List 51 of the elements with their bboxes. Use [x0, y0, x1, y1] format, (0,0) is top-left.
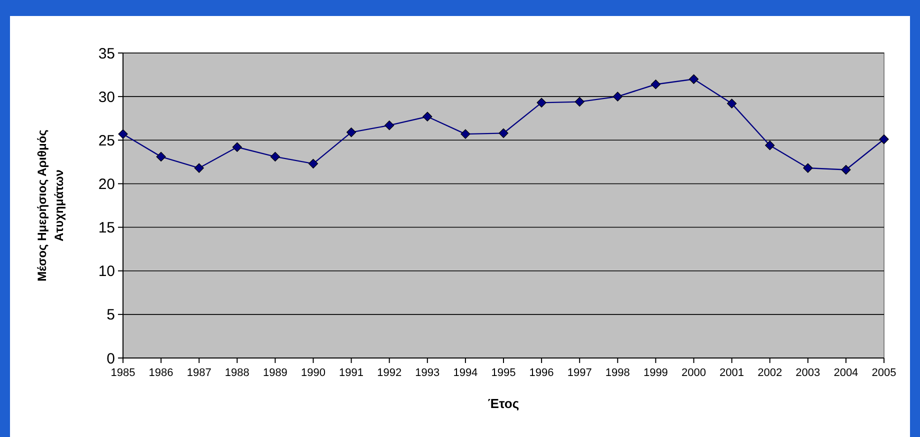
point — [460, 129, 470, 139]
point — [727, 98, 737, 108]
point — [308, 158, 318, 168]
x-tick-label: 1991 — [339, 367, 364, 379]
x-axis-title: Έτος — [488, 396, 520, 411]
x-tick-label: 1987 — [186, 367, 212, 379]
x-tick-label: 1985 — [110, 367, 136, 379]
x-tick-label: 1986 — [148, 367, 174, 379]
x-tick-label: 1988 — [224, 367, 250, 379]
point — [612, 92, 622, 102]
y-tick-label: 10 — [98, 263, 115, 280]
y-tick-label: 30 — [98, 88, 115, 106]
point — [384, 120, 394, 130]
point — [346, 128, 356, 138]
x-tick-label: 1999 — [643, 367, 668, 379]
x-tick-label: 2005 — [872, 367, 896, 379]
y-axis-title: Μέσος Ημερήσιος Αριθμός Ατυχημάτων — [35, 130, 66, 282]
point — [574, 97, 584, 107]
point — [688, 74, 699, 84]
x-tick-label: 1995 — [491, 367, 516, 379]
x-tick-label: 1997 — [567, 367, 592, 379]
x-tick-label: 2001 — [720, 367, 744, 379]
y-tick-label: 15 — [98, 220, 115, 237]
y-tick-label: 5 — [106, 306, 115, 324]
point — [232, 142, 242, 152]
point — [841, 164, 851, 175]
x-tick-label: 2004 — [834, 367, 858, 379]
point — [650, 80, 660, 90]
x-tick-label: 1998 — [605, 367, 630, 379]
point — [498, 128, 508, 138]
point — [194, 163, 204, 173]
point — [536, 98, 546, 108]
point — [765, 140, 775, 150]
y-tick-label: 35 — [98, 45, 115, 62]
y-tick-label: 20 — [98, 176, 115, 193]
point — [156, 152, 166, 162]
point — [803, 163, 813, 173]
x-tick-label: 1996 — [529, 367, 554, 379]
x-tick-label: 1993 — [415, 367, 440, 379]
y-tick-label: 0 — [106, 350, 115, 368]
point — [422, 112, 432, 122]
x-tick-label: 1990 — [301, 367, 326, 379]
point — [879, 134, 889, 144]
x-tick-label: 1989 — [262, 367, 288, 379]
y-tick-label: 25 — [98, 132, 115, 150]
point — [270, 152, 280, 162]
x-tick-label: 2002 — [758, 367, 782, 379]
x-tick-label: 1992 — [377, 367, 402, 379]
x-tick-label: 2003 — [796, 367, 820, 379]
x-tick-label: 1994 — [453, 367, 478, 379]
x-tick-label: 2000 — [682, 367, 706, 379]
